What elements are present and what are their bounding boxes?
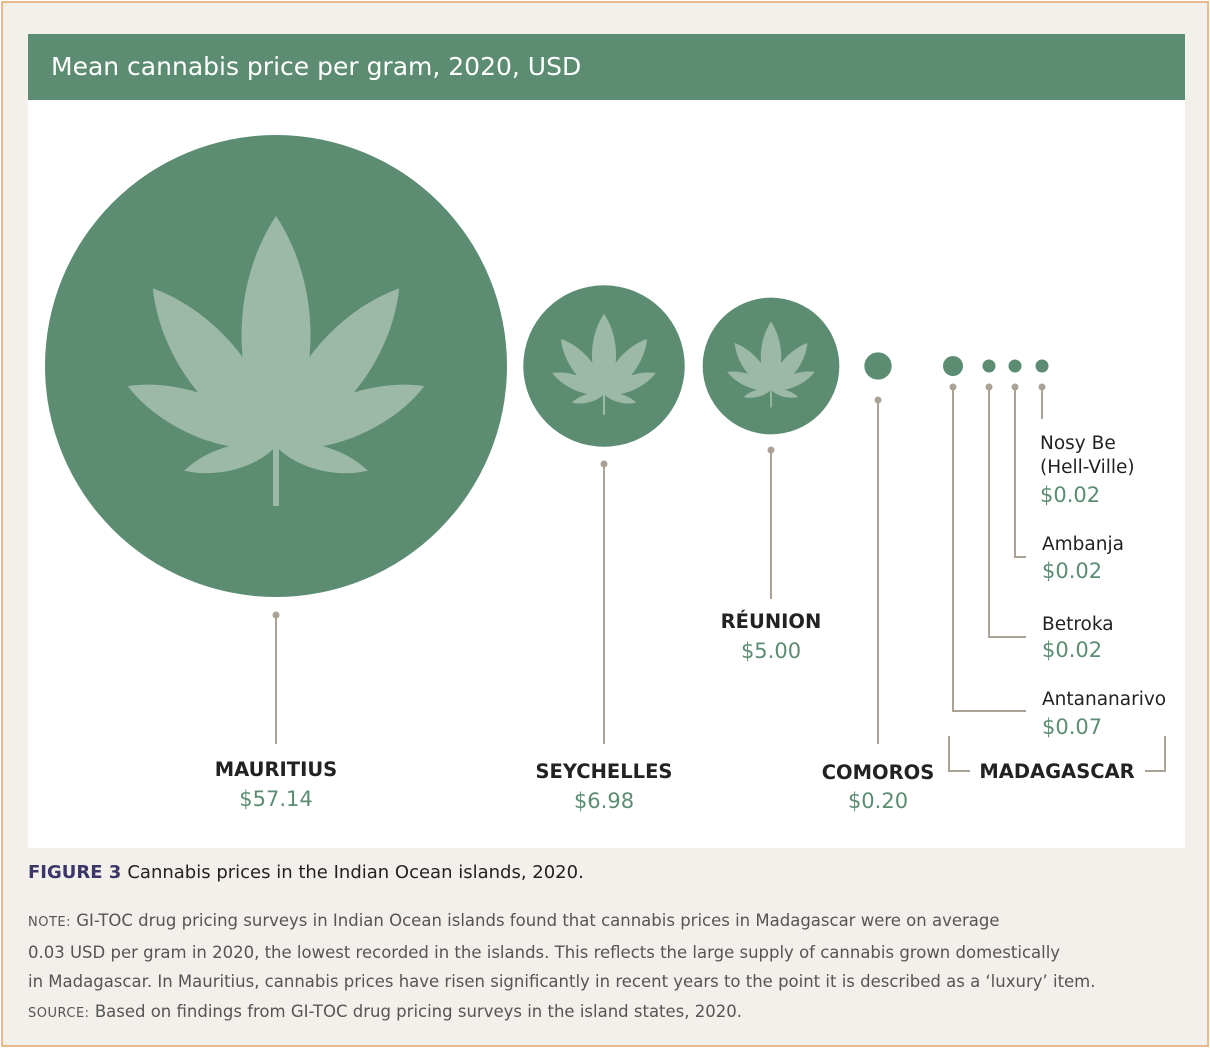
label-antananarivo: Antananarivo — [1042, 689, 1166, 710]
madagascar-bracket-left — [948, 736, 970, 772]
value-r-union: $5.00 — [741, 639, 801, 663]
value-nosy-be-hell-ville: $0.02 — [1040, 483, 1100, 507]
label-nosy-be-hell-ville-line1: Nosy Be — [1040, 433, 1116, 454]
label-betroka: Betroka — [1042, 614, 1114, 635]
figure-note: NOTE: GI-TOC drug pricing surveys in Ind… — [28, 906, 1198, 1028]
bubble-nosy-be-hell-ville — [1035, 359, 1049, 373]
chart-title: Mean cannabis price per gram, 2020, USD — [51, 52, 582, 81]
value-ambanja: $0.02 — [1042, 559, 1102, 583]
label-nosy-be-hell-ville-line2: (Hell-Ville) — [1040, 457, 1135, 478]
caption-text: Cannabis prices in the Indian Ocean isla… — [127, 862, 584, 883]
label-ambanja: Ambanja — [1042, 534, 1124, 555]
bubble-chart: MAURITIUS $57.14 SEYCHELLES $6.98 RÉUNION $5.… — [45, 135, 1166, 813]
value-mauritius: $57.14 — [239, 787, 312, 811]
figure-label: FIGURE 3 — [28, 862, 122, 883]
value-seychelles: $6.98 — [574, 789, 634, 813]
label-mauritius: MAURITIUS — [215, 758, 337, 781]
note-line-3: in Madagascar. In Mauritius, cannabis pr… — [28, 972, 1096, 991]
group-label-madagascar: MADAGASCAR — [979, 760, 1134, 783]
source-label: SOURCE: — [28, 1005, 90, 1021]
leaf-icon-mauritius — [127, 216, 425, 506]
bubble-ambanja — [1008, 359, 1022, 373]
source-line: SOURCE: Based on findings from GI-TOC dr… — [28, 997, 1198, 1029]
title-bar: Mean cannabis price per gram, 2020, USD — [28, 34, 1185, 100]
label-r-union: RÉUNION — [721, 610, 822, 633]
leader-line-betroka — [988, 387, 1026, 638]
bubble-antananarivo — [943, 356, 963, 376]
value-antananarivo: $0.07 — [1042, 715, 1102, 739]
note-line-2: 0.03 USD per gram in 2020, the lowest re… — [28, 942, 1061, 962]
chart-panel: Mean cannabis price per gram, 2020, USD … — [28, 34, 1185, 848]
label-comoros: COMOROS — [822, 761, 935, 784]
madagascar-bracket-right — [1145, 736, 1166, 772]
leaf-icon-r-union — [727, 321, 815, 408]
note-line-1: NOTE: GI-TOC drug pricing surveys in Ind… — [28, 911, 1000, 930]
figure-caption: FIGURE 3 Cannabis prices in the Indian Oc… — [28, 862, 584, 883]
note-label: NOTE: — [28, 915, 71, 930]
leader-line-antananarivo — [952, 387, 1026, 712]
leader-line-ambanja — [1014, 387, 1026, 558]
bubble-comoros — [864, 352, 892, 380]
bubble-betroka — [982, 359, 996, 373]
source-text: Based on findings from GI-TOC drug prici… — [94, 1001, 743, 1021]
label-seychelles: SEYCHELLES — [536, 760, 673, 783]
leaf-icon-seychelles — [552, 313, 656, 415]
value-comoros: $0.20 — [848, 789, 908, 813]
value-betroka: $0.02 — [1042, 638, 1102, 662]
